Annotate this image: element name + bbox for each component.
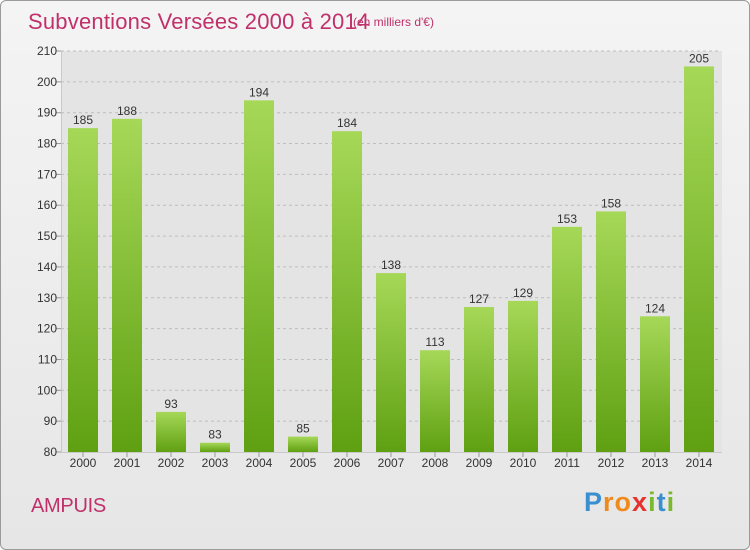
bar bbox=[640, 316, 670, 452]
logo-letter: t bbox=[656, 487, 667, 517]
y-tick-label: 150 bbox=[37, 229, 57, 243]
bar bbox=[112, 118, 142, 452]
bar-value-label: 185 bbox=[73, 113, 93, 127]
y-tick-label: 140 bbox=[37, 260, 57, 274]
y-tick-label: 200 bbox=[37, 75, 57, 89]
chart-title: Subventions Versées 2000 à 2014 bbox=[28, 9, 370, 34]
x-tick-label: 2001 bbox=[114, 456, 141, 470]
y-tick-label: 120 bbox=[37, 322, 57, 336]
logo-letter: o bbox=[614, 487, 633, 517]
y-tick-label: 210 bbox=[37, 44, 57, 58]
x-tick-label: 2007 bbox=[378, 456, 405, 470]
bar-value-label: 188 bbox=[117, 104, 137, 118]
y-tick-label: 110 bbox=[38, 352, 57, 366]
y-tick-label: 160 bbox=[37, 198, 57, 212]
logo-letter: x bbox=[632, 487, 649, 517]
bar-value-label: 124 bbox=[645, 301, 665, 315]
bar-value-label: 158 bbox=[601, 196, 621, 210]
y-tick-label: 100 bbox=[37, 383, 57, 397]
x-tick-label: 2014 bbox=[686, 456, 713, 470]
bar bbox=[332, 131, 362, 452]
bar bbox=[200, 442, 230, 452]
x-tick-label: 2000 bbox=[70, 456, 97, 470]
bar-value-label: 184 bbox=[337, 116, 357, 130]
bar-value-label: 85 bbox=[296, 422, 310, 436]
bar bbox=[288, 436, 318, 452]
logo-letter: P bbox=[584, 487, 604, 517]
x-tick-label: 2004 bbox=[246, 456, 273, 470]
proxiti-logo[interactable]: Proxiti bbox=[584, 487, 675, 518]
bar bbox=[156, 411, 186, 452]
x-tick-label: 2003 bbox=[202, 456, 229, 470]
bar-value-label: 129 bbox=[513, 286, 533, 300]
y-tick-label: 170 bbox=[37, 167, 57, 181]
bar-value-label: 113 bbox=[425, 335, 444, 349]
bar bbox=[244, 100, 274, 452]
x-axis-ticks: 2000 2001 2002 2003 2004 2005 2006 2007 2008 2009… bbox=[70, 452, 713, 470]
bar bbox=[552, 226, 582, 452]
bar bbox=[684, 66, 714, 452]
chart-unit-label: (en milliers d'€) bbox=[353, 15, 434, 29]
y-tick-label: 90 bbox=[44, 414, 58, 428]
bar bbox=[464, 307, 494, 452]
x-tick-label: 2009 bbox=[466, 456, 493, 470]
x-tick-label: 2002 bbox=[158, 456, 185, 470]
x-tick-label: 2010 bbox=[510, 456, 537, 470]
bar-value-label: 93 bbox=[164, 397, 178, 411]
x-tick-label: 2011 bbox=[554, 456, 580, 470]
bar bbox=[420, 350, 450, 452]
bar-value-label: 153 bbox=[557, 212, 577, 226]
bar bbox=[68, 128, 98, 452]
logo-letter: i bbox=[666, 487, 676, 517]
y-tick-label: 190 bbox=[37, 106, 57, 120]
x-tick-label: 2012 bbox=[598, 456, 625, 470]
y-tick-label: 80 bbox=[44, 445, 58, 459]
commune-name: AMPUIS bbox=[31, 495, 106, 517]
bar-value-labels: 185 188 93 83 194 85 184 138 113 127 129 153 158 124 2… bbox=[73, 51, 709, 441]
x-tick-label: 2006 bbox=[334, 456, 361, 470]
bar-value-label: 194 bbox=[249, 85, 269, 99]
x-tick-label: 2005 bbox=[290, 456, 317, 470]
x-tick-label: 2013 bbox=[642, 456, 669, 470]
bar-value-label: 83 bbox=[208, 428, 222, 442]
logo-letter: r bbox=[603, 487, 615, 517]
bar bbox=[596, 211, 626, 452]
logo-letter: i bbox=[648, 487, 657, 517]
bar bbox=[508, 300, 538, 452]
y-tick-label: 130 bbox=[37, 291, 57, 305]
y-axis-ticks: 80 90 100 110 120 130 140 150 160 170 180 190 200 210 bbox=[37, 44, 61, 459]
bar bbox=[376, 273, 406, 452]
x-tick-label: 2008 bbox=[422, 456, 449, 470]
bar-value-label: 138 bbox=[381, 258, 401, 272]
bars bbox=[68, 66, 714, 452]
bar-value-label: 205 bbox=[689, 51, 709, 65]
bar-value-label: 127 bbox=[469, 292, 489, 306]
y-tick-label: 180 bbox=[37, 137, 57, 151]
